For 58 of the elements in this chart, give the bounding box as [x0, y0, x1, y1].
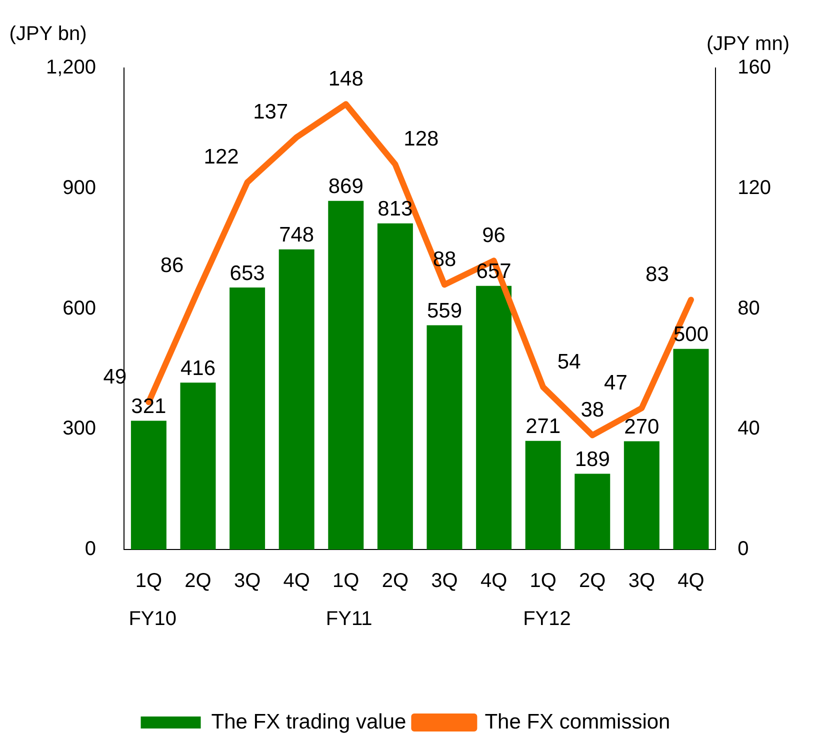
data-label: 271 [526, 415, 561, 438]
data-label: 54 [557, 350, 582, 374]
data-label: 47 [604, 371, 628, 394]
data-label: 137 [253, 100, 288, 124]
data-label: 321 [131, 395, 166, 418]
data-label: 748 [279, 224, 314, 247]
y2-tick-label: 160 [738, 56, 772, 79]
x-tick-label: 2Q [184, 570, 212, 592]
data-label: 122 [204, 146, 239, 169]
data-label: 869 [328, 175, 364, 198]
y-tick-label: 900 [62, 176, 96, 199]
bar [180, 382, 216, 550]
bar [230, 288, 266, 550]
bar [426, 325, 462, 550]
y-tick-label: 300 [62, 418, 96, 440]
y2-axis-title: (JPY mn) [706, 33, 790, 55]
x-tick-label: 1Q FY10 [128, 570, 177, 630]
x-tick-label: 3Q [234, 570, 261, 592]
data-label: 38 [580, 398, 604, 422]
data-label: 813 [378, 198, 413, 221]
x-tick-label: 3Q [628, 570, 656, 592]
data-label: 148 [328, 67, 364, 90]
x-tick-label: 2Q [579, 570, 606, 592]
x-tick-label: 4Q [283, 570, 310, 592]
bar [328, 200, 364, 550]
data-label: 189 [574, 448, 610, 472]
x-tick-label: 1Q FY12 [523, 570, 571, 630]
bar [673, 348, 709, 550]
y-tick-label: 1,200 [46, 56, 96, 79]
bar [377, 223, 413, 550]
x-tick-label: 1Q FY11 [326, 570, 372, 630]
data-label: 416 [180, 356, 216, 380]
legend-label: The FX trading value [211, 710, 406, 734]
data-label: 653 [230, 262, 265, 285]
y-tick-label: 600 [62, 297, 96, 320]
y2-tick-label: 80 [738, 297, 760, 320]
bar [525, 440, 561, 550]
y2-tick-label: 120 [738, 176, 772, 199]
y2-tick-label: 0 [738, 538, 749, 560]
bar [624, 441, 660, 550]
x-tick-label: 2Q [382, 570, 409, 592]
bar [476, 286, 512, 550]
x-tick-label: 4Q [678, 570, 704, 592]
data-label: 86 [160, 254, 184, 278]
y-axis-title: (JPY bn) [9, 23, 87, 45]
bar [130, 420, 166, 550]
data-label: 96 [482, 224, 506, 247]
data-label: 270 [624, 416, 660, 439]
data-label: 559 [426, 300, 462, 323]
x-tick-label: 3Q [431, 570, 458, 592]
bar [574, 474, 610, 550]
y2-tick-label: 40 [738, 418, 760, 440]
data-label: 83 [646, 263, 669, 286]
legend-label: The FX commission [484, 710, 670, 734]
x-tick-label: 4Q [480, 570, 508, 592]
y-tick-label: 0 [84, 538, 96, 560]
data-label: 128 [404, 128, 439, 151]
bar [278, 249, 314, 550]
